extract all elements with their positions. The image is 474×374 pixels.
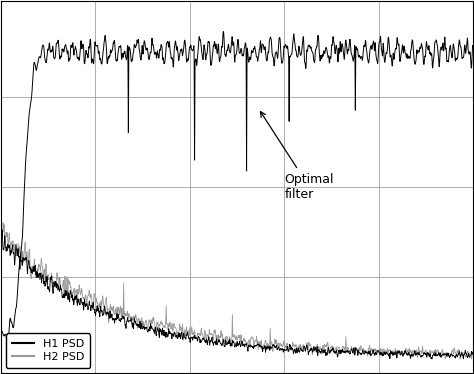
Legend: H1 PSD, H2 PSD: H1 PSD, H2 PSD: [6, 333, 90, 368]
Text: Optimal
filter: Optimal filter: [261, 112, 334, 201]
